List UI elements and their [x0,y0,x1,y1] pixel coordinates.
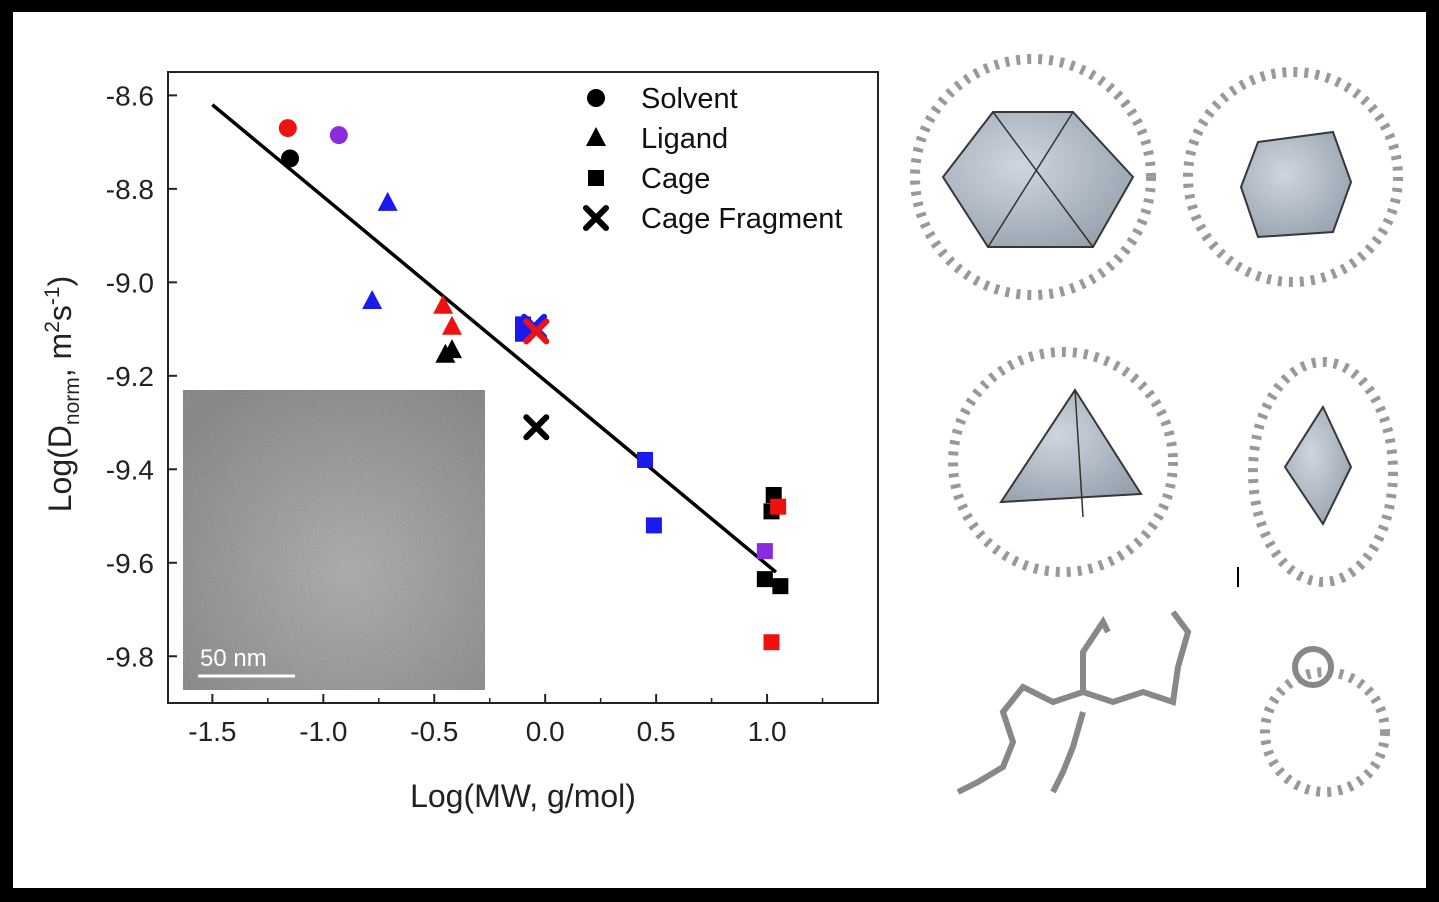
y-tick-label: -9.0 [106,267,154,298]
square-data-point [763,634,780,651]
triangle-data-point [362,290,383,310]
molecular-structures [910,54,1403,797]
legend-label: Cage Fragment [641,203,843,235]
circle-data-point [278,119,297,138]
x-axis-title: Log(MW, g/mol) [410,778,636,814]
legend-label: Solvent [641,83,738,115]
scale-bar-label: 50 nm [200,645,267,672]
cage-structure-2 [1183,67,1403,287]
x-tick-label: 1.0 [748,716,787,747]
scatter-plot: -1.5 -1.0 -0.5 0.0 0.5 1.0 -8.6 -8.8 -9.0 -9.2 -9.… [41,54,1403,814]
y-tick-label: -9.2 [106,361,154,392]
y-tick-label: -8.6 [106,80,154,111]
square-data-point [645,517,662,534]
cage-structure-1 [910,54,1156,300]
triangle-data-point [442,339,462,359]
cage-structure-4 [1237,357,1398,587]
data-points-layer [278,119,789,651]
square-data-point [770,498,787,515]
circle-data-point [329,126,348,145]
triangle-data-point [433,294,454,314]
y-axis-title: Log(Dnorm, m2s-1) [41,276,84,512]
legend-square-marker [588,170,604,186]
square-data-point [756,571,773,588]
fit-line-layer [211,103,778,574]
legend-circle-marker [587,89,605,107]
tem-grain [183,390,485,690]
square-data-point [756,543,773,560]
circle-data-point [281,149,300,168]
square-data-point [772,578,789,595]
legend-label: Cage [641,163,710,195]
y-tick-label: -9.6 [106,548,154,579]
legend-cross-marker [583,205,609,231]
ligand-structure-2 [1260,646,1390,797]
legend: Solvent Ligand Cage Cage Fragment [583,83,843,235]
x-tick-label: 0.5 [637,716,676,747]
axis-ticks: -1.5 -1.0 -0.5 0.0 0.5 1.0 -8.6 -8.8 -9.0 -9.2 -9.… [106,80,824,747]
x-tick-label: -1.5 [188,716,236,747]
cage-structure-3 [948,347,1178,577]
cross-data-point [523,414,550,441]
x-tick-label: 0.0 [526,716,565,747]
y-tick-label: -9.8 [106,641,154,672]
legend-triangle-marker [586,127,606,146]
y-tick-label: -8.8 [106,174,154,205]
triangle-data-point [377,191,398,211]
figure-panel: -1.5 -1.0 -0.5 0.0 0.5 1.0 -8.6 -8.8 -9.0 -9.2 -9.… [13,12,1426,888]
square-data-point [637,451,654,468]
y-tick-label: -9.4 [106,454,154,485]
triangle-data-point [442,315,462,335]
legend-label: Ligand [641,123,728,155]
tem-inset: 50 nm [183,390,485,690]
fit-line [211,103,778,574]
x-tick-label: -1.0 [299,716,347,747]
ligand-structure-1 [956,610,1192,795]
x-tick-label: -0.5 [410,716,458,747]
cross-data-point [523,318,550,345]
